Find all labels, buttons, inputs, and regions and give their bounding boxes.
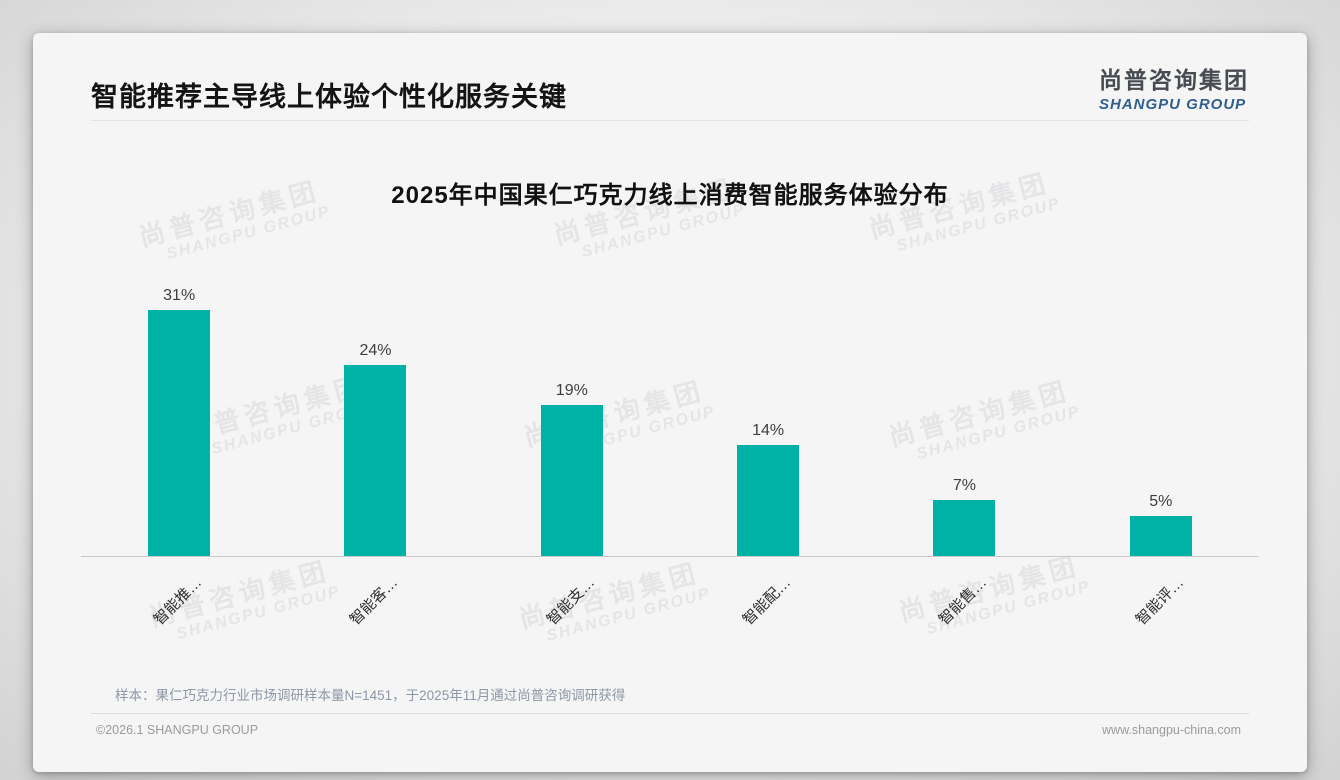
bar-group: 5% <box>1129 493 1192 556</box>
bar <box>933 500 996 556</box>
bar-group: 19% <box>540 382 603 556</box>
bar-group: 24% <box>344 342 407 556</box>
bar-column: 5% 智能评… <box>1063 262 1259 629</box>
bar-group: 14% <box>737 422 800 556</box>
bar-column: 24% 智能客… <box>277 262 473 629</box>
x-axis-category-label: 智能支… <box>543 574 598 629</box>
bar <box>1129 516 1192 556</box>
x-axis-line <box>81 556 1259 557</box>
x-axis-category-label: 智能推… <box>150 574 206 629</box>
slide-header: 智能推荐主导线上体验个性化服务关键 尚普咨询集团 SHANGPU GROUP <box>91 63 1249 121</box>
bar-column: 19% 智能支… <box>474 262 670 629</box>
bar <box>540 405 603 556</box>
page-title: 智能推荐主导线上体验个性化服务关键 <box>91 82 567 112</box>
x-axis-category-label: 智能配… <box>739 574 795 629</box>
x-axis-category-label: 智能评… <box>1132 574 1187 629</box>
watermark-english-text: SHANGPU GROUP <box>164 202 333 264</box>
bar-column: 14% 智能配… <box>670 262 866 629</box>
x-axis-category-label: 智能售… <box>936 574 991 629</box>
bar-column: 31% 智能推… <box>81 262 277 629</box>
logo-english-text: SHANGPU GROUP <box>1099 96 1247 113</box>
bar-group: 7% <box>933 477 996 556</box>
bar <box>148 310 211 556</box>
watermark-english-text: SHANGPU GROUP <box>579 200 748 262</box>
watermark-english-text: SHANGPU GROUP <box>924 577 1093 639</box>
bar-value-label: 31% <box>163 287 196 304</box>
bar <box>344 365 407 556</box>
slide-footer: ©2026.1 SHANGPU GROUP www.shangpu-china.… <box>96 723 1241 737</box>
bar-value-label: 19% <box>555 382 588 399</box>
bar-group: 31% <box>148 287 211 556</box>
bar-value-label: 7% <box>952 477 977 494</box>
copyright-text: ©2026.1 SHANGPU GROUP <box>96 723 259 737</box>
logo-chinese-text: 尚普咨询集团 <box>1099 67 1249 93</box>
slide-card: 尚普咨询集团 SHANGPU GROUP 尚普咨询集团 SHANGPU GROUP 尚普… <box>33 33 1307 772</box>
bar-chart: 31% 智能推… 24% 智能客… 19% 智能支… 14% 智能配… 7% 智能售… 5% 智能评… <box>81 262 1259 629</box>
header-divider <box>91 120 1249 121</box>
bar-value-label: 5% <box>1149 493 1173 510</box>
website-url: www.shangpu-china.com <box>1102 723 1241 737</box>
watermark-chinese-text: 尚普咨询集团 <box>515 557 704 635</box>
brand-watermark: 尚普咨询集团 SHANGPU GROUP <box>894 544 1093 645</box>
bar-value-label: 24% <box>359 342 392 359</box>
chart-title: 2025年中国果仁巧克力线上消费智能服务体验分布 <box>391 182 949 209</box>
brand-watermark: 尚普咨询集团 SHANGPU GROUP <box>514 551 713 652</box>
bar-column: 7% 智能售… <box>866 262 1062 629</box>
company-logo: 尚普咨询集团 SHANGPU GROUP <box>1099 61 1249 113</box>
footer-divider <box>91 713 1249 714</box>
bar <box>737 445 800 556</box>
x-axis-category-label: 智能客… <box>347 574 402 629</box>
bar-value-label: 14% <box>752 422 785 439</box>
sample-footnote: 样本：果仁巧克力行业市场调研样本量N=1451，于2025年11月通过尚普咨询调… <box>115 688 626 703</box>
